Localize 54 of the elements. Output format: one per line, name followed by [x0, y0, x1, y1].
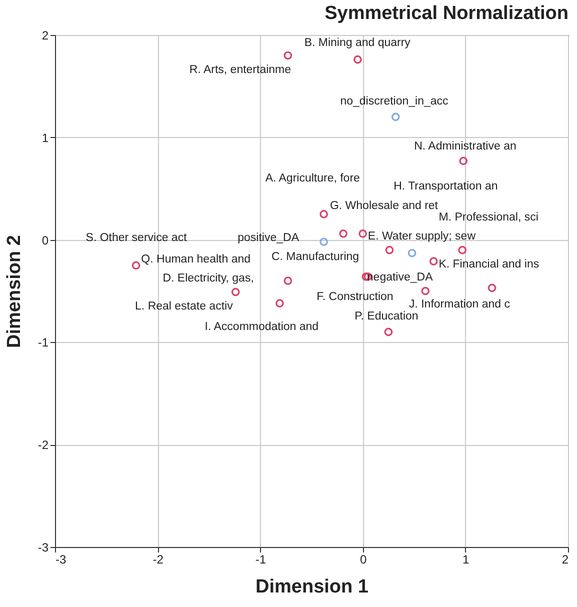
- annotation: G. Wholesale and ret: [330, 200, 439, 212]
- annotation: A. Agriculture, fore: [265, 172, 360, 184]
- point: [339, 230, 348, 238]
- x-tick-label: -2: [152, 552, 164, 566]
- point: [429, 257, 438, 266]
- x-tick-label: 0: [360, 552, 367, 566]
- x-tick-label: -1: [255, 552, 266, 566]
- annotation: R. Arts, entertainme: [189, 64, 292, 76]
- point: [320, 238, 328, 246]
- point: [132, 261, 140, 270]
- annotation: I. Accommodation and: [204, 320, 319, 333]
- x-tick-label: 1: [462, 552, 470, 566]
- annotation: E. Water supply; sew: [368, 230, 476, 243]
- point: [231, 288, 240, 296]
- annotation: Q. Human health and: [141, 253, 251, 266]
- point: [459, 156, 468, 166]
- point: [276, 299, 284, 308]
- x-axis-title: Dimension 1: [256, 576, 369, 598]
- point: [284, 51, 292, 60]
- annotation: H. Transportation an: [394, 180, 498, 193]
- annotation: C. Manufacturing: [271, 251, 360, 264]
- y-tick-label: -2: [38, 438, 49, 452]
- point: [408, 248, 416, 258]
- x-tick-label: 2: [562, 552, 569, 566]
- point: [488, 284, 496, 292]
- point: [391, 112, 400, 122]
- point: [354, 55, 362, 64]
- y-tick-label: -3: [38, 540, 49, 554]
- chart-title: Symmetrical Normalization: [324, 3, 568, 24]
- annotation: positive_DA: [238, 232, 300, 244]
- annotation: S. Other service act: [86, 232, 188, 244]
- x-tick-label: -3: [56, 552, 66, 566]
- point: [284, 276, 292, 285]
- y-tick-label: 1: [42, 130, 49, 145]
- annotation: N. Administrative an: [414, 140, 516, 153]
- y-tick-label: 0: [42, 233, 49, 248]
- annotation: K. Financial and ins: [438, 258, 540, 270]
- point: [320, 210, 328, 218]
- point: [385, 246, 394, 254]
- annotation: P. Education: [354, 310, 418, 323]
- y-axis-title: Dimension 2: [4, 235, 25, 348]
- annotation: M. Professional, sci: [438, 211, 538, 224]
- y-tick-label: 2: [42, 28, 49, 42]
- annotation: no_discretion_in_acc: [340, 96, 449, 108]
- point: [358, 230, 367, 238]
- y-tick-label: -1: [38, 336, 49, 350]
- annotation: L. Real estate activ: [135, 300, 234, 312]
- annotation: F. Construction: [316, 291, 394, 304]
- point: [458, 246, 466, 254]
- annotation: B. Mining and quarry: [304, 37, 411, 50]
- point: [421, 286, 430, 296]
- annotation: D. Electricity, gas,: [162, 272, 254, 285]
- annotation: J. Information and c: [408, 298, 510, 310]
- point: [384, 328, 393, 336]
